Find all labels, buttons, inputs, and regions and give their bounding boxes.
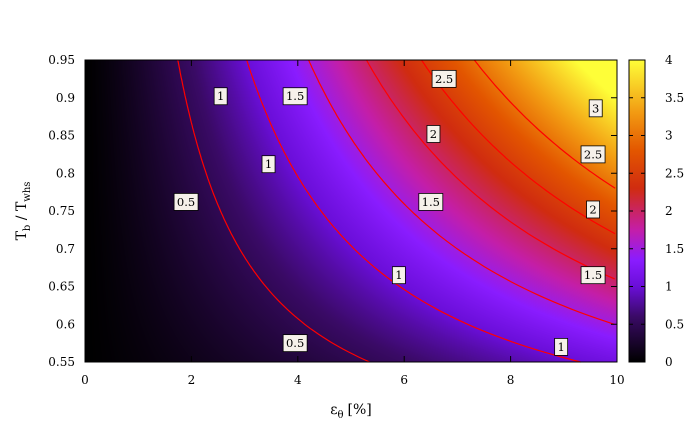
contour-line <box>473 59 616 189</box>
contour-label: 1 <box>217 89 224 103</box>
contour-label-box <box>213 87 228 106</box>
contour-label-box <box>173 193 199 211</box>
contour-line <box>246 59 581 363</box>
y-tick-label: 0.6 <box>56 317 75 331</box>
contour-label-box <box>586 200 600 219</box>
y-axis-label-num-sub: b <box>22 225 33 231</box>
y-axis-label-sep: / <box>14 211 30 225</box>
contour-label: 1 <box>557 340 564 354</box>
contour-line <box>308 59 615 325</box>
y-axis: 0.55 0.6 0.65 0.7 0.75 0.8 0.85 0.9 0.95 <box>48 53 617 369</box>
x-axis-label-main: ε <box>330 402 337 418</box>
contour-label: 2 <box>430 127 437 141</box>
x-tick-label: 8 <box>507 373 515 387</box>
contour-label: 0.5 <box>286 336 304 350</box>
contour-label: 2.5 <box>584 147 602 161</box>
x-axis: 0 2 4 6 8 10 <box>81 60 625 387</box>
y-tick-label: 0.8 <box>56 166 75 180</box>
y-tick-label: 0.55 <box>48 355 75 369</box>
heatmap-image <box>85 60 617 362</box>
colorbar-tick-label: 3 <box>665 129 673 143</box>
x-axis-label: εθ [%] <box>330 402 372 421</box>
contour-label: 2.5 <box>435 72 453 86</box>
colorbar: 0 0.5 1 1.5 2 2.5 3 3.5 4 <box>628 53 684 369</box>
x-axis-label-unit: [%] <box>348 402 372 418</box>
y-tick-label: 0.75 <box>48 204 75 218</box>
contour-label-box <box>554 337 569 356</box>
contour-label: 2 <box>589 202 596 216</box>
x-tick-label: 10 <box>609 373 624 387</box>
colorbar-tick-label: 0 <box>665 355 673 369</box>
contour-label-box <box>580 266 606 285</box>
contour-label-box <box>588 99 603 118</box>
colorbar-tick-label: 4 <box>665 53 673 67</box>
contour-label-box <box>426 125 441 143</box>
colorbar-ticks: 0 0.5 1 1.5 2 2.5 3 3.5 4 <box>629 53 684 369</box>
contour-label-box <box>580 145 606 164</box>
y-axis-label: Tb / Twhs <box>14 182 33 241</box>
colorbar-tick-label: 2 <box>665 204 673 218</box>
contour-label: 1.5 <box>422 195 440 209</box>
contour-label: 1.5 <box>286 89 304 103</box>
colorbar-tick-label: 1 <box>665 280 673 294</box>
contour-label: 1 <box>395 268 402 282</box>
x-tick-label: 0 <box>81 373 89 387</box>
contour-label-box <box>282 87 308 106</box>
contour-line <box>177 59 370 363</box>
y-tick-label: 0.95 <box>48 53 75 67</box>
contour-label: 1 <box>265 157 272 171</box>
plot-area: 0.5 0.5 1 1 1 1 1.5 1.5 1.5 2 2 2.5 2.5 3 <box>84 59 618 363</box>
y-tick-label: 0.9 <box>56 91 75 105</box>
contour-lines <box>177 59 616 363</box>
x-tick-label: 6 <box>400 373 408 387</box>
contour-label-box <box>261 155 276 174</box>
colorbar-tick-label: 1.5 <box>665 242 684 256</box>
y-axis-label-den-main: T <box>14 201 30 211</box>
y-tick-label: 0.65 <box>48 280 75 294</box>
contour-label: 1.5 <box>584 268 602 282</box>
contour-label-box <box>431 69 457 88</box>
contour-labels: 0.5 0.5 1 1 1 1 1.5 1.5 1.5 2 2 2.5 2.5 3 <box>173 69 606 356</box>
x-axis-label-sub: θ <box>338 410 344 421</box>
contour-label-box <box>391 266 406 285</box>
x-tick-label: 4 <box>294 373 302 387</box>
contour-label-box <box>282 334 308 353</box>
y-tick-label: 0.85 <box>48 129 75 143</box>
y-tick-label: 0.7 <box>56 242 75 256</box>
contour-label: 3 <box>592 101 599 115</box>
x-tick-label: 2 <box>188 373 196 387</box>
y-axis-label-num-main: T <box>14 230 30 240</box>
colorbar-tick-label: 0.5 <box>665 317 684 331</box>
contour-line <box>365 59 615 280</box>
colorbar-tick-label: 3.5 <box>665 91 684 105</box>
contour-label-box <box>418 193 444 211</box>
contour-label: 0.5 <box>177 195 195 209</box>
y-axis-label-den-sub: whs <box>22 182 33 202</box>
contour-line <box>421 59 616 235</box>
colorbar-tick-label: 2.5 <box>665 166 684 180</box>
